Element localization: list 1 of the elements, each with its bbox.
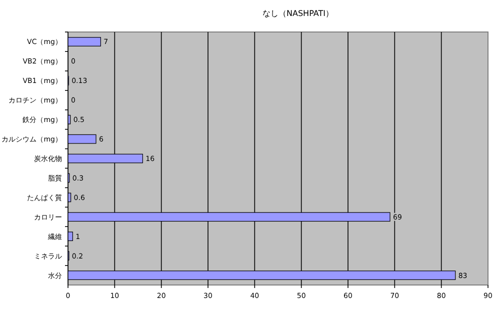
- chart-title: なし（NASHPATI）: [262, 9, 334, 18]
